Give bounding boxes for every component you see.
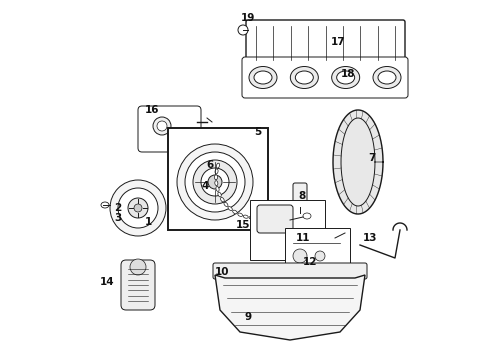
Circle shape xyxy=(208,175,222,189)
Ellipse shape xyxy=(261,216,266,219)
Circle shape xyxy=(185,152,245,212)
Ellipse shape xyxy=(215,169,218,174)
Bar xyxy=(285,228,350,273)
FancyBboxPatch shape xyxy=(213,263,367,279)
Ellipse shape xyxy=(249,216,254,219)
Ellipse shape xyxy=(215,181,218,186)
Text: 10: 10 xyxy=(215,267,229,277)
Ellipse shape xyxy=(255,216,260,220)
Text: 19: 19 xyxy=(241,13,255,23)
Text: 13: 13 xyxy=(363,233,377,243)
Circle shape xyxy=(315,251,325,261)
Text: 12: 12 xyxy=(303,257,317,267)
Text: 8: 8 xyxy=(298,191,306,201)
Circle shape xyxy=(193,160,237,204)
Ellipse shape xyxy=(228,207,232,211)
Text: 7: 7 xyxy=(368,153,376,163)
Text: 9: 9 xyxy=(245,312,251,322)
Text: 2: 2 xyxy=(114,203,122,213)
Ellipse shape xyxy=(295,71,313,84)
FancyBboxPatch shape xyxy=(138,106,201,152)
Circle shape xyxy=(130,259,146,275)
Ellipse shape xyxy=(238,213,243,216)
Circle shape xyxy=(177,144,253,220)
Ellipse shape xyxy=(337,71,355,84)
Bar xyxy=(168,128,268,230)
Text: 16: 16 xyxy=(145,105,159,115)
Ellipse shape xyxy=(215,175,218,180)
Ellipse shape xyxy=(254,71,272,84)
FancyBboxPatch shape xyxy=(121,260,155,310)
Text: 18: 18 xyxy=(341,69,355,79)
Text: 1: 1 xyxy=(145,217,151,227)
Circle shape xyxy=(118,188,158,228)
Ellipse shape xyxy=(378,71,396,84)
Text: 5: 5 xyxy=(254,127,262,137)
Bar xyxy=(250,200,325,260)
Ellipse shape xyxy=(303,213,311,219)
Circle shape xyxy=(293,249,307,263)
Ellipse shape xyxy=(224,202,228,207)
FancyBboxPatch shape xyxy=(242,57,408,98)
Text: 11: 11 xyxy=(296,233,310,243)
Circle shape xyxy=(153,117,171,135)
Ellipse shape xyxy=(233,210,237,214)
Ellipse shape xyxy=(272,212,277,215)
FancyBboxPatch shape xyxy=(293,183,307,209)
Circle shape xyxy=(201,168,229,196)
Circle shape xyxy=(238,25,248,35)
Ellipse shape xyxy=(373,67,401,89)
Text: 6: 6 xyxy=(206,160,214,170)
Polygon shape xyxy=(215,275,365,340)
Polygon shape xyxy=(333,110,383,214)
Circle shape xyxy=(134,204,142,212)
Circle shape xyxy=(128,198,148,218)
Ellipse shape xyxy=(249,67,277,89)
Ellipse shape xyxy=(220,197,224,202)
Ellipse shape xyxy=(277,208,282,212)
Ellipse shape xyxy=(217,163,220,168)
Text: 14: 14 xyxy=(99,277,114,287)
Ellipse shape xyxy=(101,202,109,208)
FancyBboxPatch shape xyxy=(257,205,293,233)
Ellipse shape xyxy=(291,67,318,89)
Ellipse shape xyxy=(267,214,271,217)
Ellipse shape xyxy=(216,186,219,192)
Ellipse shape xyxy=(332,67,360,89)
Circle shape xyxy=(110,180,166,236)
Text: 4: 4 xyxy=(201,181,209,191)
Text: 15: 15 xyxy=(236,220,250,230)
Text: 17: 17 xyxy=(331,37,345,47)
FancyBboxPatch shape xyxy=(246,20,405,66)
Text: 3: 3 xyxy=(114,213,122,223)
Ellipse shape xyxy=(218,192,221,197)
Circle shape xyxy=(157,121,167,131)
Ellipse shape xyxy=(244,215,248,218)
